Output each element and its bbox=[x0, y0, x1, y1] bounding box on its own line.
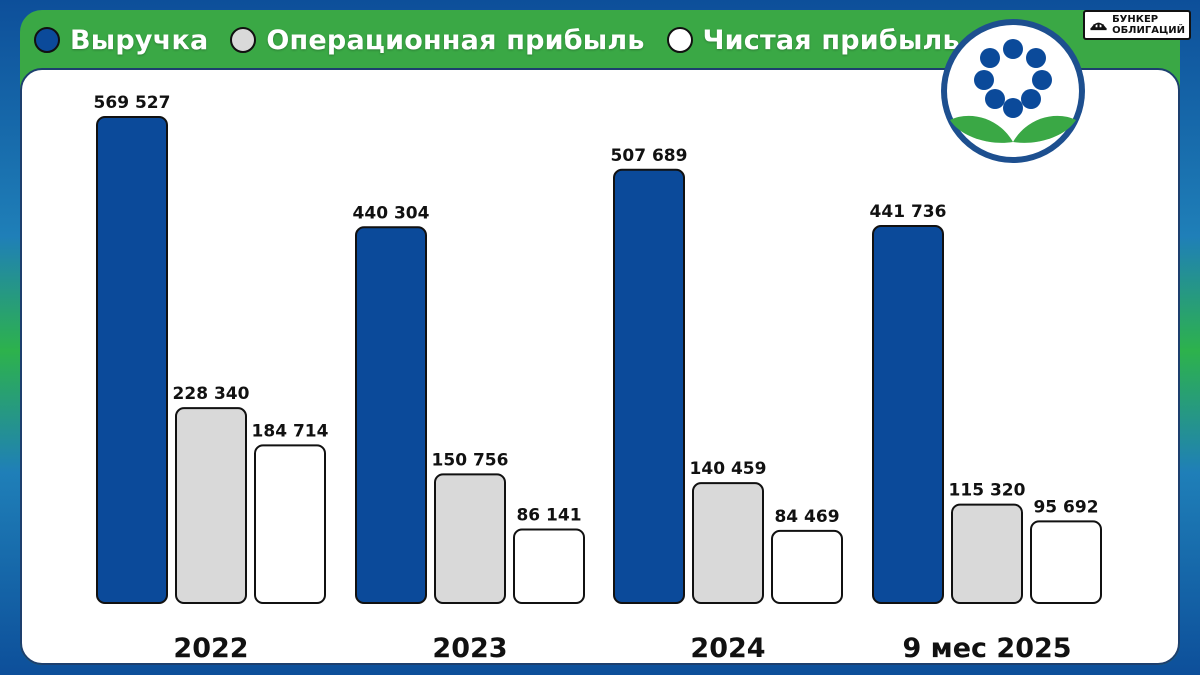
bar-operating-profit-0 bbox=[175, 407, 247, 604]
bar-revenue-0 bbox=[96, 116, 168, 604]
bar-value-label-net-profit-2: 84 469 bbox=[774, 507, 839, 527]
bar-operating-profit-1 bbox=[434, 473, 506, 604]
category-label-3: 9 мес 2025 bbox=[902, 633, 1071, 664]
bar-value-label-net-profit-3: 95 692 bbox=[1033, 497, 1098, 517]
legend-label-net-profit: Чистая прибыль bbox=[702, 24, 960, 56]
category-label-2: 2024 bbox=[690, 633, 765, 664]
legend-swatch-revenue bbox=[34, 27, 60, 53]
category-label-0: 2022 bbox=[173, 633, 248, 664]
bar-value-label-operating-profit-0: 228 340 bbox=[173, 384, 250, 404]
bar-value-label-operating-profit-2: 140 459 bbox=[690, 459, 767, 479]
legend-label-operating-profit: Операционная прибыль bbox=[266, 24, 645, 56]
bunker-icon bbox=[1090, 22, 1107, 31]
bar-value-label-operating-profit-1: 150 756 bbox=[432, 450, 509, 470]
bar-net-profit-0 bbox=[254, 444, 326, 605]
bar-value-label-revenue-2: 507 689 bbox=[611, 146, 688, 166]
bar-revenue-2 bbox=[613, 168, 685, 604]
bar-operating-profit-3 bbox=[951, 503, 1023, 604]
legend-item-revenue: Выручка bbox=[34, 25, 208, 56]
bar-revenue-1 bbox=[355, 226, 427, 604]
bar-value-label-revenue-1: 440 304 bbox=[353, 203, 430, 223]
bar-value-label-net-profit-0: 184 714 bbox=[252, 421, 329, 441]
brand-line1: БУНКЕР bbox=[1112, 14, 1159, 25]
legend-label-revenue: Выручка bbox=[70, 24, 209, 56]
bar-net-profit-1 bbox=[513, 528, 585, 605]
brand-line2: ОБЛИГАЦИЙ bbox=[1112, 25, 1185, 36]
legend: Выручка Операционная прибыль Чистая приб… bbox=[34, 18, 960, 62]
bar-value-label-operating-profit-3: 115 320 bbox=[949, 481, 1026, 501]
legend-swatch-net-profit bbox=[666, 27, 693, 53]
bar-net-profit-3 bbox=[1030, 520, 1102, 605]
legend-item-operating-profit: Операционная прибыль bbox=[230, 25, 644, 56]
bar-revenue-3 bbox=[872, 225, 944, 604]
brand-badge: БУНКЕР ОБЛИГАЦИЙ bbox=[1083, 10, 1191, 40]
legend-swatch-operating-profit bbox=[230, 27, 257, 53]
bar-value-label-revenue-0: 569 527 bbox=[94, 93, 171, 113]
bar-net-profit-2 bbox=[771, 529, 843, 604]
legend-item-net-profit: Чистая прибыль bbox=[666, 24, 960, 56]
category-label-1: 2023 bbox=[432, 633, 507, 664]
company-logo bbox=[941, 19, 1085, 163]
bar-value-label-revenue-3: 441 736 bbox=[870, 202, 947, 222]
bar-operating-profit-2 bbox=[692, 482, 764, 604]
bar-value-label-net-profit-1: 86 141 bbox=[516, 505, 581, 525]
